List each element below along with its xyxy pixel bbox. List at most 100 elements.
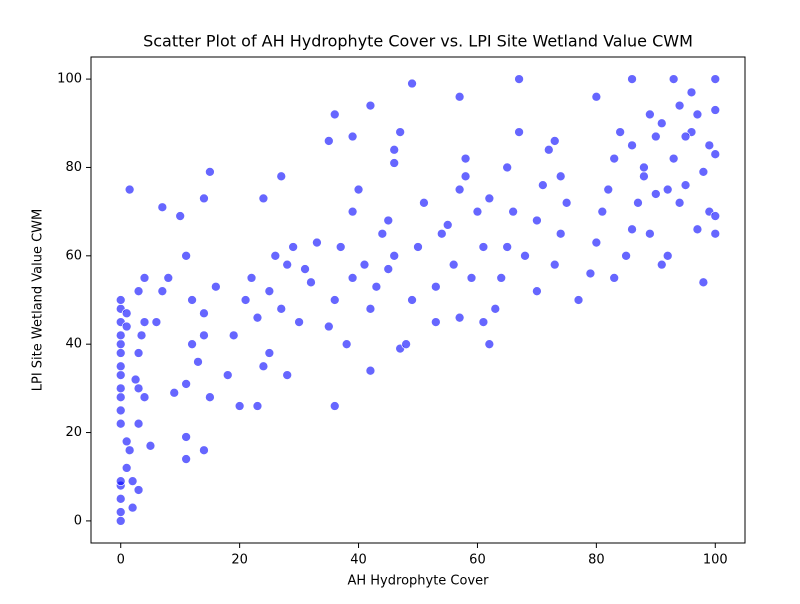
point <box>240 295 251 305</box>
point <box>329 401 340 411</box>
point <box>228 330 239 341</box>
point <box>650 131 661 142</box>
y-tick-label: 20 <box>65 425 82 440</box>
point <box>419 197 429 208</box>
point <box>698 167 709 177</box>
point <box>692 224 703 235</box>
point <box>359 259 370 270</box>
point <box>115 418 126 429</box>
point <box>130 374 141 385</box>
point <box>121 308 132 319</box>
point <box>127 476 138 486</box>
point <box>627 140 637 151</box>
x-tick-label: 100 <box>703 553 728 568</box>
point <box>139 392 150 403</box>
point <box>490 303 501 314</box>
plot-frame <box>90 56 746 544</box>
point <box>246 273 257 283</box>
point <box>549 136 560 146</box>
point <box>466 273 477 283</box>
point <box>124 445 135 456</box>
point <box>680 131 691 142</box>
point <box>329 295 340 305</box>
x-tick-label: 20 <box>231 553 248 568</box>
point <box>668 74 679 84</box>
point <box>472 206 483 217</box>
point <box>193 357 203 367</box>
point <box>157 286 168 297</box>
point <box>169 387 180 398</box>
point <box>585 268 596 279</box>
chart-title: Scatter Plot of AH Hydrophyte Cover vs. … <box>143 32 693 51</box>
x-tick-label: 40 <box>350 553 367 568</box>
point <box>258 193 269 204</box>
point <box>187 295 197 305</box>
point <box>395 127 406 137</box>
point <box>532 215 542 226</box>
point <box>430 317 441 327</box>
point <box>377 228 388 239</box>
point <box>115 392 126 403</box>
x-tick-label: 60 <box>469 553 486 568</box>
point <box>252 312 263 323</box>
point <box>549 259 560 270</box>
point <box>627 224 637 235</box>
point <box>454 312 465 323</box>
point <box>139 273 150 283</box>
point <box>621 250 631 261</box>
point <box>133 485 144 495</box>
point <box>115 361 126 372</box>
point <box>508 206 518 217</box>
point <box>627 74 637 84</box>
point <box>282 259 293 270</box>
point <box>674 100 685 111</box>
point <box>454 184 465 195</box>
point <box>407 78 417 89</box>
point <box>312 237 322 248</box>
point <box>645 109 655 120</box>
point <box>211 281 221 292</box>
point <box>573 295 584 305</box>
point <box>115 348 126 358</box>
point <box>680 180 691 190</box>
point <box>609 153 620 164</box>
x-tick-label: 80 <box>588 553 605 568</box>
point <box>538 180 548 190</box>
point <box>121 436 132 447</box>
point <box>264 286 275 297</box>
point <box>502 242 513 252</box>
point <box>365 303 376 314</box>
point <box>639 171 649 182</box>
point <box>383 264 394 274</box>
point <box>136 330 147 341</box>
point <box>306 277 316 288</box>
point <box>294 317 304 327</box>
point <box>133 383 144 394</box>
point <box>668 153 679 164</box>
point <box>347 131 358 142</box>
point <box>124 184 135 195</box>
point <box>121 321 132 332</box>
point <box>484 193 495 204</box>
point <box>597 206 608 217</box>
point <box>389 158 400 168</box>
point <box>115 405 126 416</box>
point <box>496 273 507 283</box>
point <box>127 502 138 513</box>
point <box>181 454 191 464</box>
point <box>139 317 150 327</box>
point <box>175 211 186 221</box>
point <box>460 171 471 182</box>
point <box>656 118 667 129</box>
point <box>401 339 411 350</box>
point <box>341 339 352 350</box>
point <box>133 418 144 429</box>
point <box>163 273 174 283</box>
point <box>133 348 144 358</box>
point <box>514 74 524 84</box>
point <box>199 330 209 341</box>
point <box>199 445 209 456</box>
point <box>115 493 126 504</box>
point <box>329 109 340 120</box>
